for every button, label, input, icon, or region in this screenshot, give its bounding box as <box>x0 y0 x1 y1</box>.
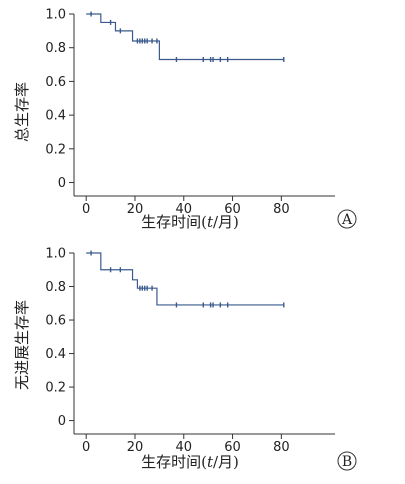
survival-curve-a <box>86 13 284 61</box>
y-tick-label-b: 0.2 <box>45 381 66 396</box>
y-tick-label-a: 0.8 <box>45 41 66 56</box>
x-tick-label-b: 20 <box>127 440 144 455</box>
x-tick-label-a: 0 <box>82 202 90 217</box>
x-tick-label-a: 40 <box>175 202 192 217</box>
panel-label-b: B <box>342 454 352 470</box>
x-tick-label-a: 60 <box>224 202 241 217</box>
panel-label-circle-a <box>337 209 357 229</box>
y-tick-label-a: 0 <box>58 176 66 191</box>
y-tick-label-b: 1.0 <box>45 247 66 262</box>
x-tick-label-a: 20 <box>127 202 144 217</box>
survival-curve-b <box>86 252 284 306</box>
y-tick-label-b: 0 <box>58 414 66 429</box>
panel-label-a: A <box>341 212 353 228</box>
x-axis-title-b: 生存时间(t/月) <box>141 453 239 471</box>
panel-label-circle-b <box>337 451 357 471</box>
y-axis-title-a: 总生存率 <box>13 82 31 142</box>
y-tick-label-a: 0.2 <box>45 142 66 157</box>
y-tick-label-a: 0.6 <box>45 75 66 90</box>
x-tick-label-b: 0 <box>82 440 90 455</box>
plot-area-b: 0 0.2 0.4 0.6 0.8 1.0 0 20 40 60 80 <box>45 247 335 455</box>
x-tick-label-b: 80 <box>273 440 290 455</box>
x-tick-label-b: 60 <box>224 440 241 455</box>
y-tick-label-b: 0.4 <box>45 347 66 362</box>
y-tick-label-a: 0.4 <box>45 109 66 124</box>
y-tick-label-b: 0.8 <box>45 280 66 295</box>
plot-area-a: 0 0.2 0.4 0.6 0.8 1.0 0 20 40 60 80 <box>45 8 335 217</box>
x-tick-label-a: 80 <box>273 202 290 217</box>
x-tick-label-b: 40 <box>175 440 192 455</box>
x-axis-title-a: 生存时间(t/月) <box>141 213 239 231</box>
y-tick-label-b: 0.6 <box>45 314 66 329</box>
panel-b: 0 0.2 0.4 0.6 0.8 1.0 0 20 40 60 80 生存时间(t/月) 无进展生… <box>13 247 357 471</box>
y-axis-title-b: 无进展生存率 <box>13 300 31 390</box>
panel-a: 0 0.2 0.4 0.6 0.8 1.0 0 20 40 60 80 生存时间(t/月) 总生存率… <box>13 8 357 231</box>
y-tick-label-a: 1.0 <box>45 8 66 23</box>
